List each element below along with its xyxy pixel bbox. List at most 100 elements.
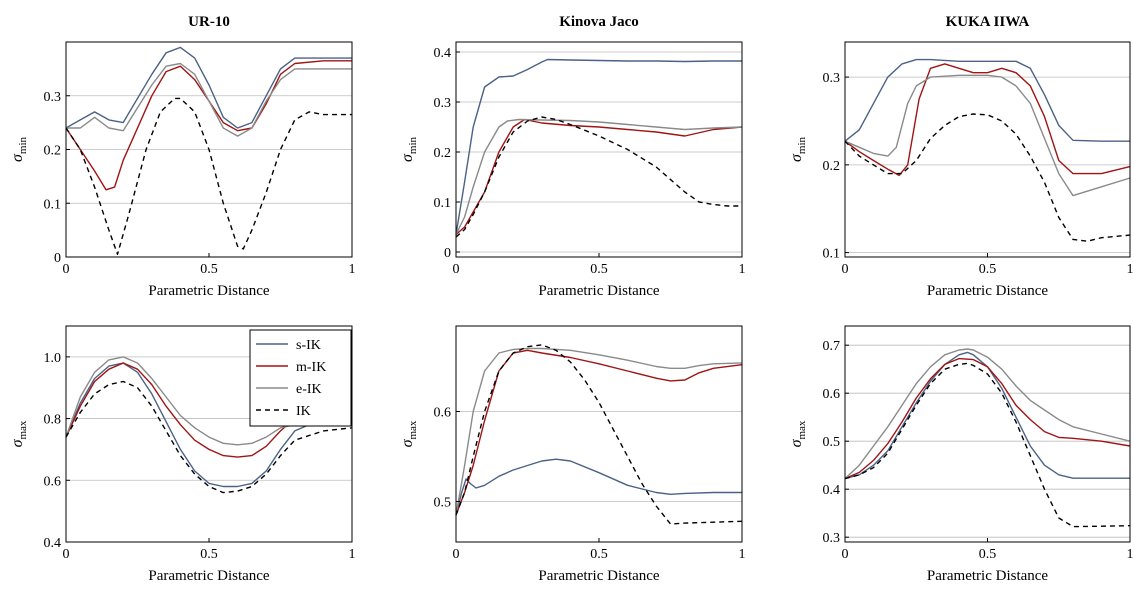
series-line-e-IK: [455, 347, 743, 516]
series-line-s-IK: [844, 351, 1130, 480]
series-line-e-IK: [844, 74, 1131, 197]
legend-label: IK: [296, 404, 311, 419]
x-tick-label: 0: [842, 547, 849, 562]
x-tick-label: 1: [349, 547, 356, 562]
chart-title: KUKA IIWA: [946, 14, 1030, 30]
x-tick-label: 0.5: [979, 547, 997, 562]
y-axis-label: σmin: [788, 137, 808, 163]
plot-frame: [455, 325, 743, 543]
series-line-s-IK: [844, 58, 1130, 142]
y-axis-label-sub: max: [17, 420, 29, 439]
series-line-e-IK: [844, 348, 1131, 480]
y-tick-label: 0.6: [823, 387, 841, 402]
x-tick-label: 0: [453, 262, 460, 277]
y-tick-label: 0.3: [434, 96, 452, 111]
y-axis-label-main: σ: [9, 438, 26, 447]
series-line-IK: [65, 380, 353, 494]
series-line-e-IK: [66, 62, 352, 137]
plot-frame: [844, 41, 1131, 258]
y-tick-label: 0.8: [44, 413, 62, 428]
x-tick-label: 1: [739, 547, 746, 562]
y-axis-label-sub: max: [796, 420, 808, 439]
y-tick-label: 0.3: [823, 71, 841, 86]
x-tick-label: 1: [739, 262, 746, 277]
y-axis-label: σmin: [9, 137, 29, 163]
series-line-e-IK: [65, 356, 352, 446]
y-tick-label: 0.3: [44, 90, 62, 105]
y-tick-label: 0.4: [434, 46, 452, 61]
y-tick-label: 0.2: [44, 144, 62, 159]
series-line-m-IK: [455, 118, 743, 236]
series-line-IK: [844, 113, 1131, 242]
y-tick-label: 0.6: [44, 474, 62, 489]
y-tick-label: 1.0: [44, 351, 62, 366]
x-tick-label: 0.5: [590, 547, 608, 562]
series-line-m-IK: [844, 357, 1131, 480]
x-tick-label: 0: [63, 262, 70, 277]
y-axis-label-main: σ: [788, 438, 805, 447]
y-tick-label: 0.4: [44, 536, 62, 551]
chart-2: 0 0.5 1 0.1 0.2 0.3 KUKA IIWA Parametric Distan…: [788, 14, 1134, 299]
plot-frame: [844, 325, 1131, 543]
plot-frame: [455, 41, 743, 258]
y-tick-label: 0.4: [823, 483, 841, 498]
y-axis-label-main: σ: [788, 153, 805, 162]
y-axis-label-main: σ: [399, 438, 416, 447]
series-line-s-IK: [65, 46, 352, 129]
x-tick-label: 0.5: [200, 262, 218, 277]
series-line-IK: [65, 97, 352, 255]
x-axis-label: Parametric Distance: [927, 283, 1049, 299]
x-tick-label: 0: [63, 547, 70, 562]
y-tick-label: 0: [54, 251, 61, 266]
x-axis-label: Parametric Distance: [148, 568, 270, 584]
legend-label: s-IK: [296, 338, 321, 353]
x-tick-label: 0: [453, 547, 460, 562]
x-tick-label: 0.5: [200, 547, 218, 562]
series-line-IK: [844, 362, 1131, 528]
series-line-e-IK: [455, 118, 743, 235]
x-tick-label: 0: [842, 262, 849, 277]
x-tick-label: 1: [349, 262, 356, 277]
y-tick-label: 0: [444, 246, 451, 261]
chart-4: 0 0.5 1 0.5 0.6 Parametric Distance σmax: [399, 325, 746, 584]
y-tick-label: 0.5: [434, 496, 452, 511]
series-line-s-IK: [455, 458, 742, 516]
y-axis-label: σmax: [399, 420, 419, 447]
x-axis-label: Parametric Distance: [538, 283, 660, 299]
series-line-s-IK: [65, 362, 353, 488]
y-tick-label: 0.2: [823, 159, 841, 174]
legend: s-IK m-IK e-IK IK: [249, 329, 352, 427]
series-line-s-IK: [455, 58, 742, 235]
x-axis-label: Parametric Distance: [927, 568, 1049, 584]
chart-title: Kinova Jaco: [559, 14, 639, 30]
y-axis-label-sub: min: [407, 137, 419, 155]
series-line-m-IK: [455, 349, 743, 516]
y-tick-label: 0.1: [823, 247, 841, 262]
x-tick-label: 0.5: [590, 262, 608, 277]
x-tick-label: 0.5: [979, 262, 997, 277]
y-axis-label: σmin: [399, 137, 419, 163]
y-axis-label: σmax: [788, 420, 808, 447]
series-line-IK: [455, 116, 742, 238]
y-tick-label: 0.3: [823, 531, 841, 546]
legend-label: e-IK: [296, 382, 322, 397]
x-tick-label: 1: [1127, 262, 1134, 277]
y-axis-label-main: σ: [9, 153, 26, 162]
y-tick-label: 0.1: [434, 196, 452, 211]
y-axis-label-main: σ: [399, 153, 416, 162]
y-axis-label-sub: max: [407, 420, 419, 439]
y-axis-label: σmax: [9, 420, 29, 447]
x-axis-label: Parametric Distance: [538, 568, 660, 584]
series-line-m-IK: [65, 60, 352, 191]
y-tick-label: 0.6: [434, 406, 452, 421]
y-axis-label-sub: min: [17, 137, 29, 155]
chart-3: 0 0.5 1 0.4 0.6 0.8 1.0 Parametric Distance σmax…: [9, 325, 356, 584]
chart-1: 0 0.5 1 0 0.1 0.2 0.3 0.4 Kinova Jaco Parametric …: [399, 14, 746, 299]
legend-label: m-IK: [296, 360, 326, 375]
y-tick-label: 0.2: [434, 146, 452, 161]
chart-title: UR-10: [188, 14, 230, 30]
chart-0: 0 0.5 1 0 0.1 0.2 0.3 UR-10 Parametric Distance σ…: [9, 14, 356, 299]
series-line-m-IK: [65, 362, 353, 458]
chart-5: 0 0.5 1 0.3 0.4 0.5 0.6 0.7 Parametric Distance σ…: [788, 325, 1134, 584]
